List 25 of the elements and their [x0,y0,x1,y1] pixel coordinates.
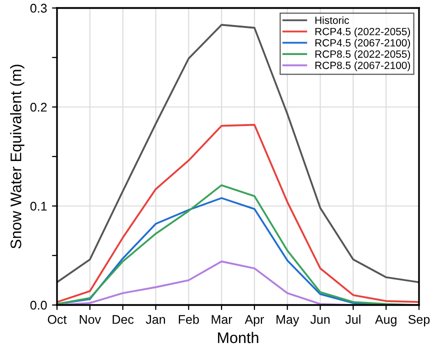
line-series [57,24,419,284]
legend-label: RCP8.5 (2022-2055) [315,50,410,60]
line-series [57,124,419,303]
x-tick-label: Aug [374,315,396,326]
legend-label: Historic [315,16,349,24]
x-axis-title: Month [218,332,258,344]
y-axis-title: Snow Water Equivalent (m) [10,64,24,248]
x-tick-label: Oct [48,315,67,324]
x-tick-label: Dec [112,315,134,324]
y-tick-label: 0.2 [30,102,47,112]
x-tick-label: Jun [310,315,330,324]
x-tick-label: Sep [408,315,430,326]
x-tick-label: May [276,315,300,326]
y-tick-label: 0.0 [30,300,47,310]
x-tick-label: Jul [345,314,360,324]
legend-label: RCP4.5 (2022-2055) [315,28,410,38]
legend-label: RCP4.5 (2067-2100) [315,38,410,49]
x-tick-label: Jan [146,315,165,324]
y-tick-label: 0.1 [30,202,47,211]
x-tick-label: Mar [212,315,232,324]
x-tick-label: Feb [178,314,199,324]
x-tick-label: Apr [244,315,264,326]
legend-label: RCP8.5 (2067-2100) [315,61,410,72]
y-tick-label: 0.3 [30,4,47,13]
x-tick-label: Nov [80,315,101,324]
